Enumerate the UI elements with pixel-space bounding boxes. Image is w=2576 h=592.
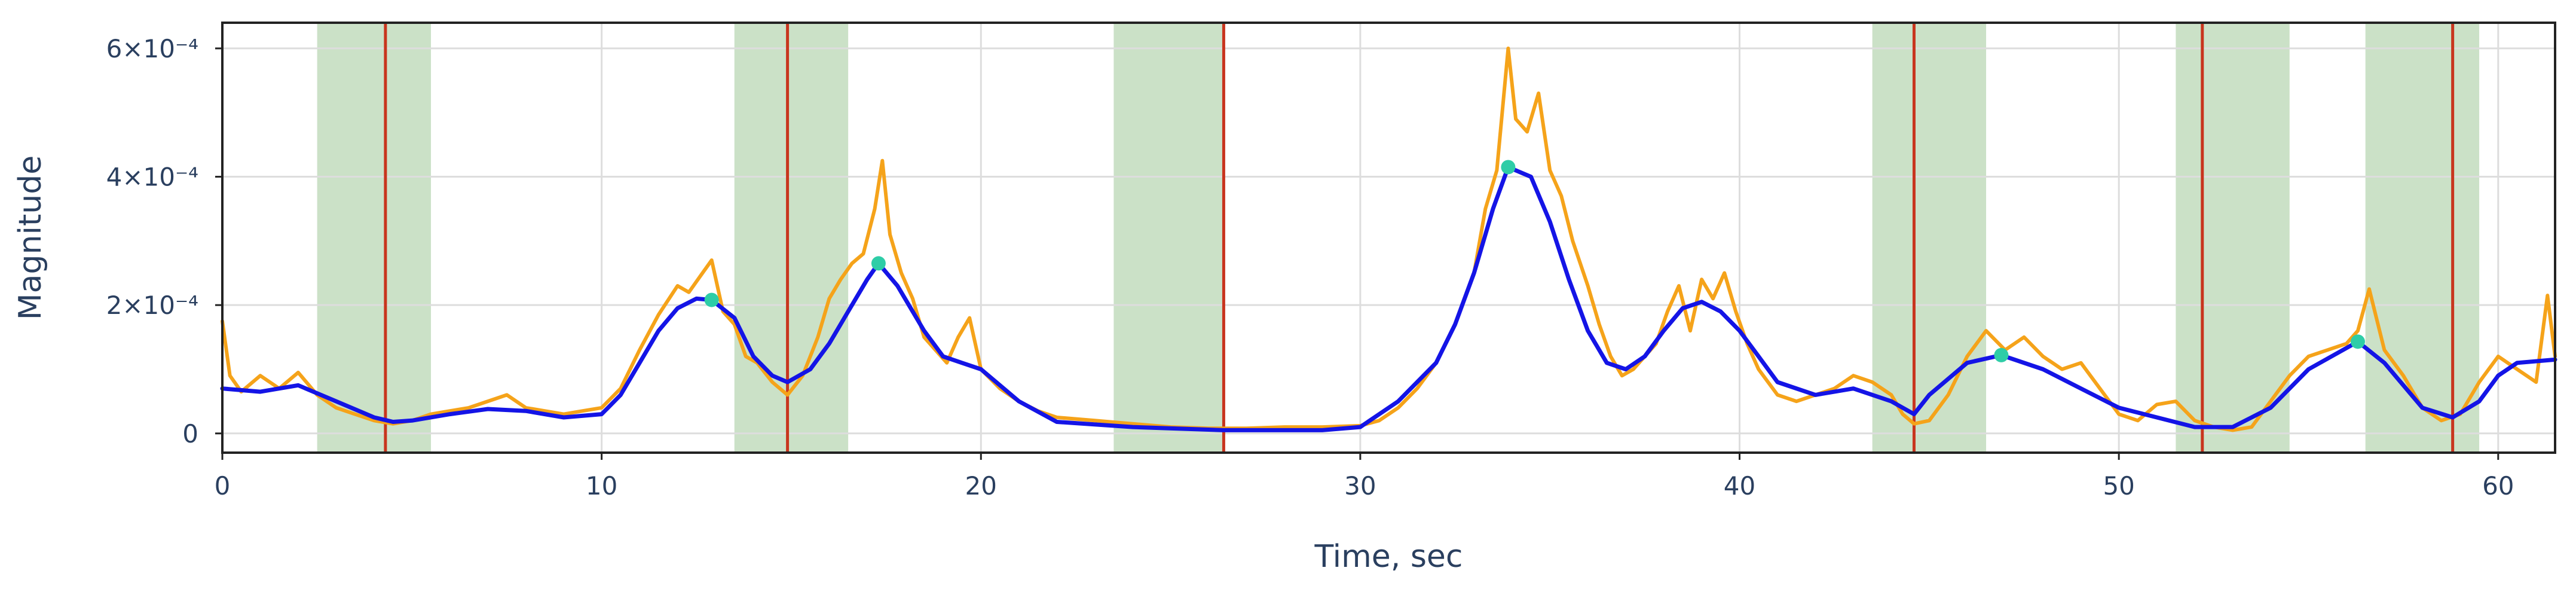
x-tick-label: 0 [215, 471, 231, 501]
x-axis-title: Time, sec [1314, 539, 1463, 575]
x-tick-label: 30 [1344, 471, 1376, 501]
plot-frame [221, 22, 2556, 454]
y-tick-label: 0 [182, 419, 198, 448]
x-axis-ticks: 0 10 20 30 40 50 60 [215, 453, 2514, 501]
y-tick-label: 2×10⁻⁴ [106, 291, 198, 320]
y-tick-label: 6×10⁻⁴ [106, 34, 198, 63]
y-axis-title: Magnitude [13, 155, 48, 321]
y-axis-ticks: 0 2×10⁻⁴ 4×10⁻⁴ 6×10⁻⁴ [106, 34, 222, 448]
peak-marker [1994, 347, 2009, 362]
series-line-smoothed [220, 165, 2557, 432]
peak-marker [1501, 160, 1516, 175]
series-line-raw [221, 46, 2557, 432]
shaded-interval [2176, 23, 2290, 453]
shaded-interval [1872, 23, 1987, 453]
plot-area [220, 22, 2557, 454]
series [220, 46, 2557, 432]
x-tick-label: 40 [1724, 471, 1755, 501]
shaded-interval [2365, 23, 2480, 453]
x-tick-label: 50 [2103, 471, 2134, 501]
x-tick-label: 60 [2482, 471, 2514, 501]
shaded-interval [317, 23, 432, 453]
shaded-intervals [317, 23, 2480, 453]
x-tick-label: 10 [586, 471, 617, 501]
shaded-interval [1113, 23, 1224, 453]
peak-markers [704, 160, 2365, 362]
grid [222, 23, 2555, 453]
peak-marker [704, 292, 719, 307]
y-tick-label: 4×10⁻⁴ [106, 163, 198, 192]
x-tick-label: 20 [965, 471, 997, 501]
peak-marker [2350, 334, 2365, 349]
peak-marker [871, 256, 886, 271]
